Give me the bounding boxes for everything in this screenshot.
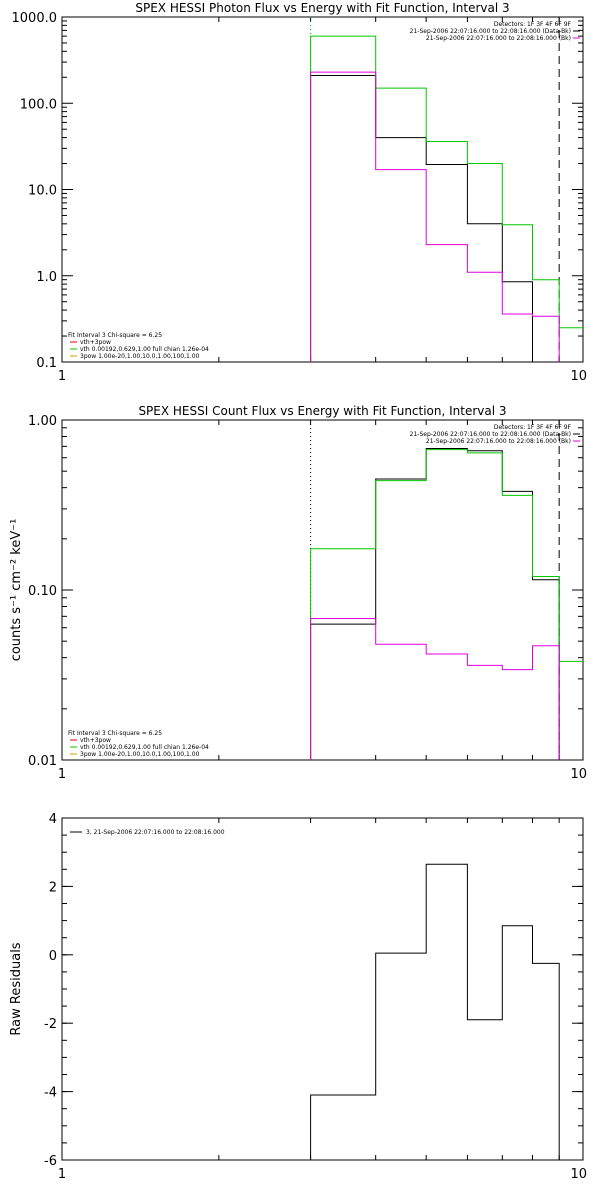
series-1-step-line — [310, 863, 560, 1160]
y-tick-label: 0.01 — [28, 754, 57, 769]
legend-entry: Fit Interval 3 Chi-square = 6.25 — [68, 332, 162, 339]
panel-1: SPEX HESSI Photon Flux vs Energy with Fi… — [12, 1, 588, 384]
panel-2: SPEX HESSI Count Flux vs Energy with Fit… — [9, 404, 587, 782]
x-tick-label: 10 — [570, 369, 587, 384]
series-3-step-line — [310, 618, 560, 760]
y-tick-label: 100.0 — [20, 97, 57, 112]
y-tick-label: 4 — [49, 812, 57, 827]
y-tick-label: 1.00 — [28, 414, 57, 429]
plot-frame — [61, 419, 584, 761]
chart-title: SPEX HESSI Count Flux vs Energy with Fit… — [138, 404, 506, 418]
plot-frame — [61, 16, 584, 363]
y-tick-label: 1000.0 — [12, 11, 58, 26]
y-tick-label: 10.0 — [28, 184, 57, 199]
y-tick-label: 2 — [49, 880, 57, 895]
chart-title: SPEX HESSI Photon Flux vs Energy with Fi… — [135, 1, 509, 15]
info-text: 21-Sep-2006 22:07:16.000 to 22:08:16.000… — [410, 431, 571, 438]
legend-entry: vth 0.00192,0.629,1.00 full chian 1.26e-… — [80, 346, 209, 353]
y-tick-label: -6 — [44, 1154, 57, 1169]
y-tick-label: -2 — [44, 1017, 57, 1032]
legend-entry: vth+3pow — [80, 737, 111, 744]
x-tick-label: 10 — [570, 767, 587, 782]
legend-entry: 3pow 1.00e-20,1.00,10.0,1.00,100,1.00 — [80, 751, 200, 758]
legend-entry: vth+3pow — [80, 339, 111, 346]
y-axis-label: Raw Residuals — [9, 942, 24, 1035]
info-text: 21-Sep-2006 22:07:16.000 to 22:08:16.000… — [410, 28, 571, 35]
y-tick-label: 1.0 — [36, 270, 57, 285]
y-tick-label: 0.1 — [36, 356, 57, 371]
series-2-step-line — [310, 35, 583, 362]
series-1-step-line — [310, 75, 533, 362]
legend-entry: 3pow 1.00e-20,1.00,10.0,1.00,100,1.00 — [80, 353, 200, 360]
info-text: Detectors: 1F 3F 4F 6F 9F — [494, 424, 572, 431]
y-axis-label: counts s⁻¹ cm⁻² keV⁻¹ — [9, 519, 24, 662]
x-tick-label: 1 — [58, 767, 66, 782]
x-tick-label: 10 — [570, 1167, 587, 1182]
info-text: 21-Sep-2006 22:07:16.000 to 22:08:16.000… — [426, 438, 571, 445]
series-2-step-line — [310, 449, 583, 760]
x-tick-label: 1 — [58, 369, 66, 384]
y-tick-label: 0.10 — [28, 584, 57, 599]
panel-3: 1 10 -6 -4 -2 0 2 4 Raw Residuals 3, 21-Sep-2006 … — [9, 812, 587, 1182]
y-tick-label: -4 — [44, 1086, 57, 1101]
legend-entry: Fit Interval 3 Chi-square = 6.25 — [68, 730, 162, 737]
legend-entry: vth 0.00192,0.629,1.00 full chian 1.26e-… — [80, 744, 209, 751]
plot-frame — [61, 817, 584, 1161]
x-tick-label: 1 — [58, 1167, 66, 1182]
info-text: 21-Sep-2006 22:07:16.000 to 22:08:16.000… — [426, 35, 571, 42]
y-tick-label: 0 — [49, 949, 57, 964]
info-text: Detectors: 1F 3F 4F 6F 9F — [494, 21, 572, 28]
legend-entry: 3, 21-Sep-2006 22:07:16.000 to 22:08:16.… — [86, 829, 225, 836]
series-3-step-line — [310, 71, 560, 362]
